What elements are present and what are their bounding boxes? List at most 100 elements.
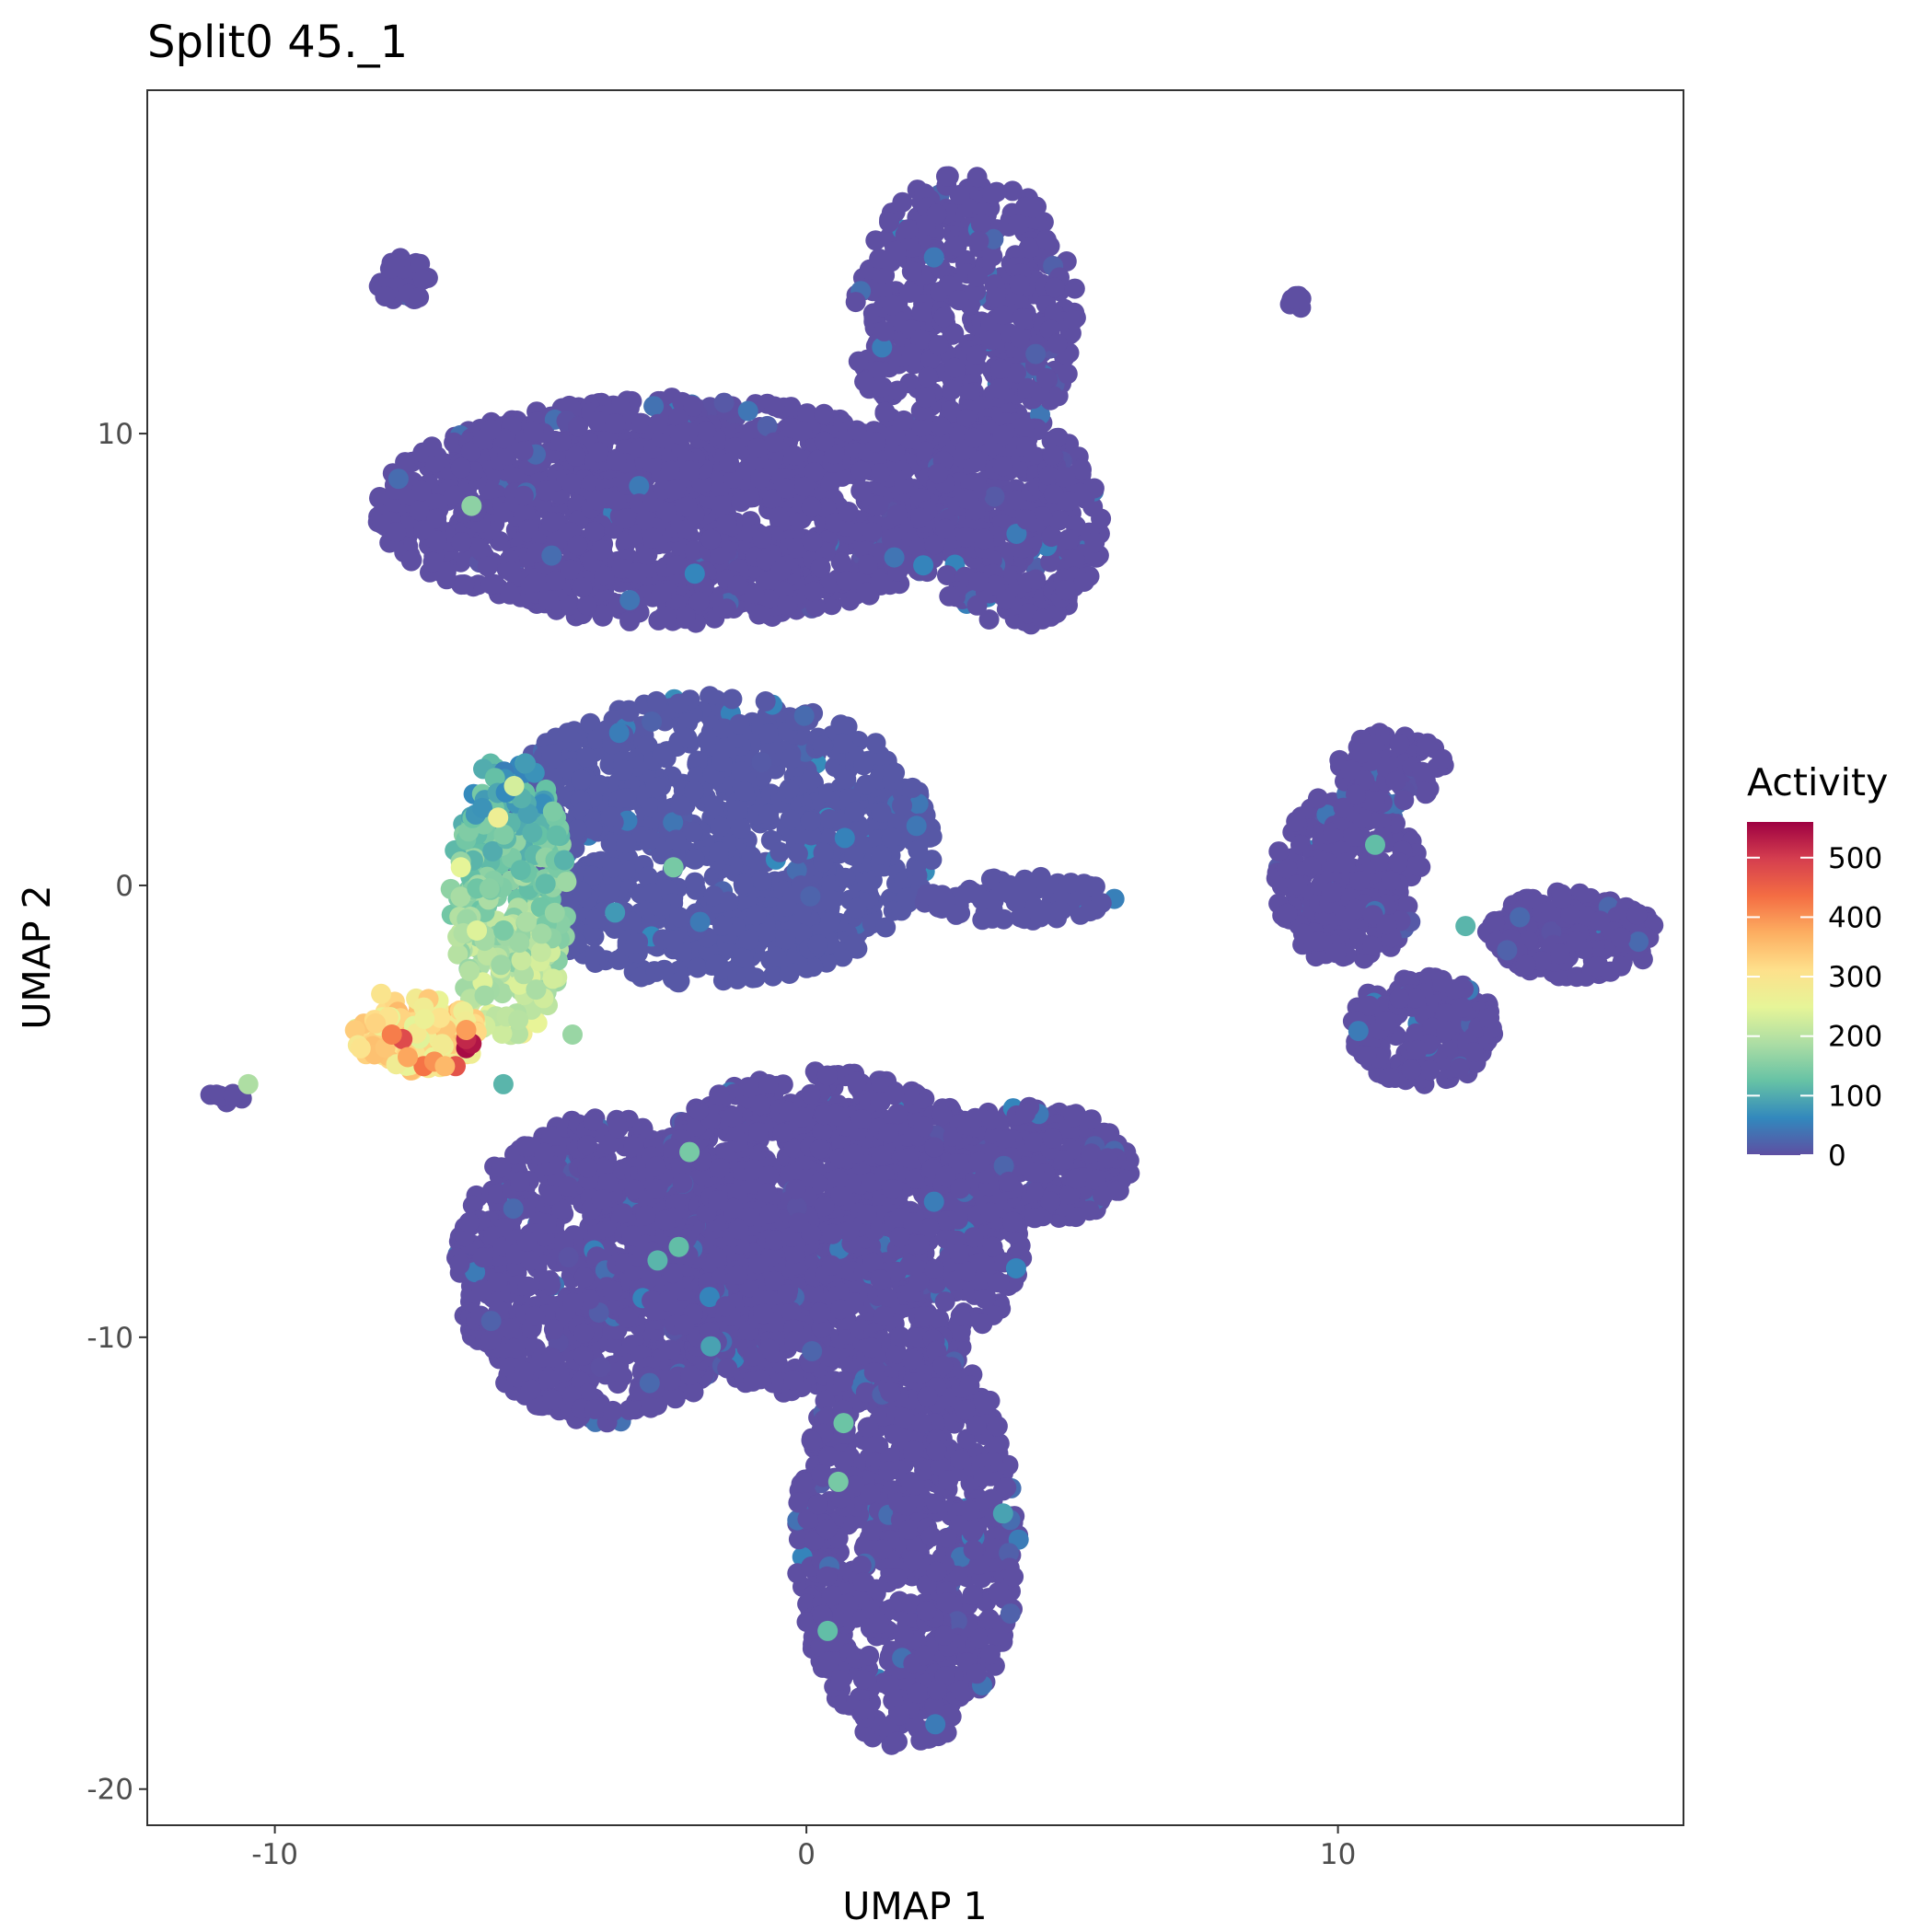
cell-point: [1043, 484, 1064, 504]
cell-point: [872, 337, 893, 358]
cell-point: [513, 485, 534, 506]
cell-point: [992, 456, 1013, 477]
cell-point: [590, 1357, 611, 1378]
cell-point: [605, 413, 626, 434]
cell-point: [901, 343, 922, 364]
cell-point: [606, 490, 627, 511]
cell-point: [982, 184, 1003, 204]
cell-point: [958, 489, 979, 510]
cell-point: [787, 843, 808, 864]
cell-point: [813, 842, 834, 863]
cell-point: [501, 561, 522, 583]
cell-point: [848, 351, 869, 372]
cell-point: [665, 829, 687, 850]
cell-point: [550, 431, 572, 452]
cell-point: [534, 1142, 555, 1163]
cell-point: [913, 555, 934, 576]
cell-point: [1016, 436, 1037, 457]
cell-point: [541, 744, 562, 765]
cell-point: [756, 550, 777, 571]
cell-point: [924, 534, 945, 555]
cell-point: [935, 518, 955, 539]
cell-point: [480, 1329, 502, 1350]
cell-point: [675, 606, 696, 627]
cell-point: [643, 396, 665, 417]
cell-point: [1042, 445, 1063, 466]
cell-point: [886, 504, 908, 526]
cell-point: [821, 595, 842, 616]
cell-point: [856, 582, 877, 603]
cell-point: [734, 781, 755, 802]
cell-point: [710, 816, 731, 838]
cell-point: [1055, 467, 1076, 488]
cell-point: [538, 1369, 560, 1389]
cell-point: [830, 551, 851, 573]
cell-point: [613, 759, 634, 781]
cell-point: [835, 867, 856, 888]
cell-point: [602, 1400, 623, 1421]
cell-point: [838, 502, 859, 522]
cell-point: [865, 733, 886, 754]
cell-point: [1016, 509, 1037, 530]
cell-point: [918, 366, 939, 388]
cell-point: [731, 492, 752, 513]
cell-point: [990, 358, 1011, 379]
cell-point: [858, 554, 878, 575]
cell-point: [584, 944, 606, 966]
cell-point: [985, 287, 1006, 308]
cell-point: [892, 191, 913, 213]
cell-point: [426, 530, 447, 551]
cell-point: [850, 460, 872, 481]
cell-point: [984, 574, 1005, 596]
cell-point: [654, 959, 675, 980]
cell-point: [744, 583, 765, 604]
cell-point: [1080, 901, 1101, 922]
cell-point: [1014, 417, 1035, 437]
cell-point: [515, 501, 536, 522]
cell-point: [640, 829, 661, 850]
cell-point: [983, 228, 1004, 249]
cell-point: [589, 774, 609, 795]
cell-point: [818, 809, 839, 829]
cell-point: [514, 1361, 535, 1382]
cell-point: [819, 573, 840, 594]
cell-point: [805, 596, 827, 618]
cell-point: [982, 246, 1003, 267]
cell-point: [665, 1388, 686, 1409]
cell-point: [820, 471, 841, 492]
cell-point: [731, 761, 752, 782]
cell-point: [908, 839, 929, 861]
cell-point: [561, 473, 582, 494]
cell-point: [651, 583, 672, 604]
cell-point: [663, 931, 684, 952]
cell-point: [454, 574, 475, 595]
cell-point: [954, 884, 976, 905]
cell-point: [745, 967, 766, 989]
cell-point: [1008, 214, 1029, 235]
cell-point: [540, 1347, 561, 1368]
cell-point: [752, 527, 773, 549]
cell-point: [1049, 899, 1070, 920]
cell-point: [536, 480, 556, 502]
cell-point: [691, 474, 712, 494]
cell-point: [780, 809, 801, 830]
cell-point: [626, 562, 647, 584]
cell-point: [989, 378, 1010, 399]
cell-point: [513, 441, 534, 461]
cell-point: [1073, 572, 1094, 592]
cell-point: [781, 397, 802, 418]
cell-point: [591, 1189, 612, 1210]
cell-point: [558, 1246, 579, 1267]
cell-point: [764, 432, 784, 453]
cell-point: [573, 1323, 595, 1344]
cell-point: [705, 954, 726, 976]
cell-point: [607, 1117, 629, 1139]
cell-point: [602, 857, 623, 878]
cell-point: [816, 497, 837, 518]
cell-point: [1063, 309, 1084, 330]
cell-point: [885, 762, 906, 783]
cell-point: [1047, 333, 1068, 354]
cell-point: [899, 283, 920, 303]
cell-point: [1012, 308, 1033, 330]
cell-point: [724, 437, 746, 457]
